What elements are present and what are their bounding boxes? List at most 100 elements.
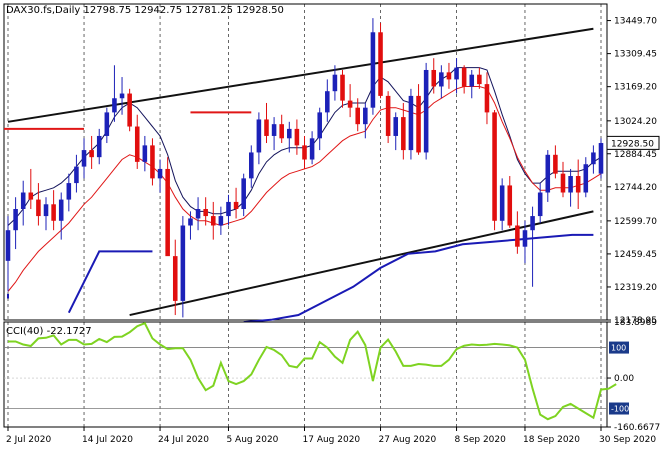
candle-up [226, 201, 231, 217]
cci-pane: 183.8969 100 0.00 -100 -160.6677 [3, 318, 660, 433]
x-tick-label: 24 Jul 2020 [158, 435, 209, 445]
candle-down [127, 93, 132, 127]
candle-up [332, 74, 338, 92]
candle-down [385, 95, 391, 136]
candle-up [598, 143, 604, 174]
cci-y-tick-label: 183.8969 [614, 318, 657, 328]
candle-up [5, 230, 11, 261]
candle-down [210, 216, 216, 226]
candle-down [51, 204, 56, 221]
candle-up [499, 185, 505, 221]
cci-line [8, 321, 617, 421]
x-tick-label: 17 Aug 2020 [303, 435, 361, 445]
support-line-left [7, 250, 153, 314]
candle-up [325, 91, 330, 113]
current-price-box [606, 135, 660, 150]
price-y-tick-label: 13169.20 [614, 83, 657, 93]
candle-up [157, 168, 163, 179]
candle-up [20, 192, 26, 210]
candle-up [43, 204, 49, 217]
candle-down [165, 168, 170, 257]
cci-y-tick-label: -100 [611, 405, 629, 414]
x-tick-label: 30 Sep 2020 [599, 435, 656, 445]
candle-up [249, 152, 254, 179]
cci-header: CCI(40) -22.1727 [6, 326, 92, 337]
candle-up [454, 67, 459, 80]
trendline-upper [7, 27, 594, 123]
candle-down [347, 100, 353, 108]
x-tick-label: 2 Jul 2020 [6, 435, 51, 445]
candle-down [461, 67, 467, 87]
support-line-right [243, 233, 594, 324]
candle-down [416, 95, 421, 153]
price-y-tick-label: 13449.70 [614, 17, 657, 27]
price-y-tick-label: 12319.20 [614, 283, 657, 293]
candle-down [401, 117, 406, 151]
candle-up [142, 145, 148, 162]
x-tick-label: 18 Sep 2020 [523, 435, 580, 445]
candle-up [469, 74, 475, 87]
candle-down [36, 199, 41, 217]
candle-down [515, 225, 520, 247]
candle-up [112, 98, 117, 113]
candle-down [560, 173, 566, 193]
candle-up [309, 138, 315, 160]
candle-up [119, 93, 125, 99]
candle-down [378, 32, 383, 96]
candle-up [439, 72, 444, 87]
candle-up [195, 209, 201, 219]
cci-y-tick-label: -160.6677 [614, 423, 660, 433]
candle-down [302, 145, 307, 160]
candle-up [317, 112, 322, 139]
candle-down [89, 150, 94, 158]
candle-up [58, 199, 64, 221]
candle-down [134, 126, 140, 162]
cci-level-box [609, 402, 629, 415]
price-pane: 13449.70 13309.45 13169.20 13024.20 12884.45… [3, 3, 660, 326]
candle-down [233, 201, 239, 210]
candle-up [545, 154, 551, 193]
candle-up [423, 69, 429, 153]
price-y-tick-label: 12599.70 [614, 217, 657, 227]
x-tick-label: 8 Sep 2020 [455, 435, 507, 445]
candle-up [188, 218, 193, 226]
candle-down [279, 124, 284, 139]
candle-up [218, 216, 224, 226]
candle-up [537, 192, 543, 217]
cci-level-box [609, 341, 629, 354]
x-tick-label: 5 Aug 2020 [226, 435, 278, 445]
candle-down [575, 176, 581, 193]
x-tick-label: 27 Aug 2020 [379, 435, 437, 445]
candle-up [287, 128, 292, 139]
candle-up [408, 95, 414, 151]
candle-down [172, 256, 178, 301]
candle-down [446, 72, 452, 80]
candle-up [241, 178, 246, 210]
candle-down [150, 145, 155, 179]
candle-up [568, 176, 573, 193]
x-tick-label: 14 Jul 2020 [82, 435, 133, 445]
candle-up [522, 230, 528, 247]
candle-down [355, 107, 360, 125]
candle-down [484, 84, 490, 113]
price-y-tick-label: 12459.45 [614, 250, 657, 260]
cci-y-tick-label: 100 [611, 344, 626, 353]
current-price-label: 12928.50 [611, 139, 654, 149]
candle-up [74, 166, 79, 184]
candle-up [96, 135, 102, 158]
candle-down [340, 74, 345, 101]
candle-up [66, 183, 72, 200]
candle-up [104, 112, 110, 136]
candle-up [271, 124, 277, 136]
candle-up [370, 32, 376, 108]
candle-down [492, 112, 497, 221]
candle-down [507, 185, 513, 226]
candle-up [530, 216, 535, 231]
candle-down [28, 192, 34, 200]
candle-down [203, 209, 208, 217]
candle-up [256, 119, 262, 153]
candle-down [553, 154, 558, 174]
candle-up [393, 117, 399, 136]
price-y-tick-label: 13309.45 [614, 50, 657, 60]
